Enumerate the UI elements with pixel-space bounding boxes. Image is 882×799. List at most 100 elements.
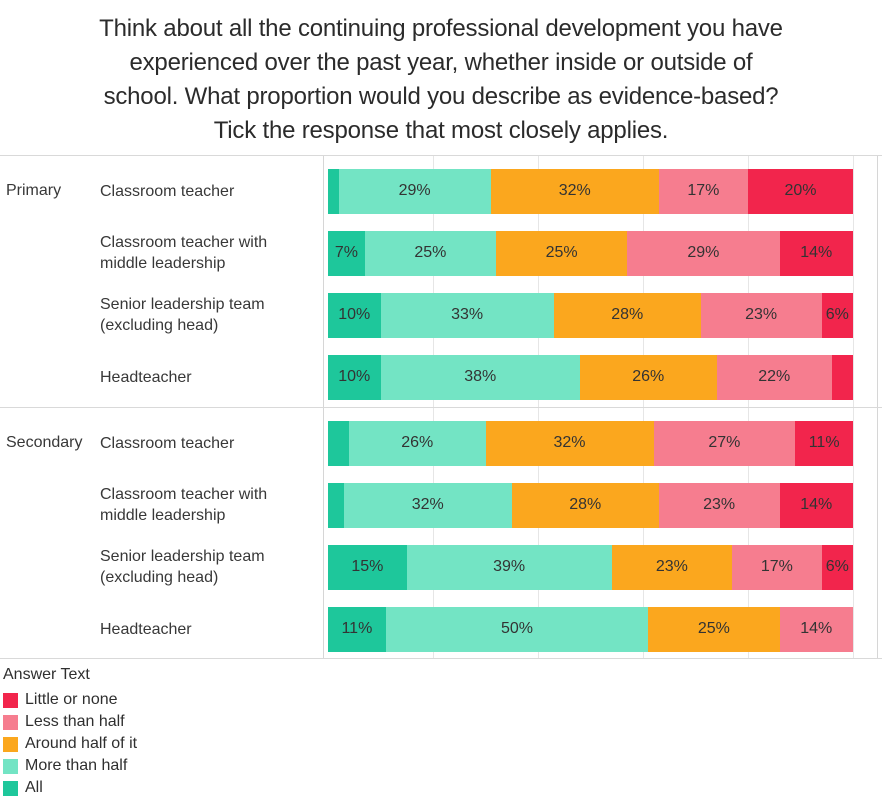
stacked-bar: 26% 32% 27% 11% — [328, 420, 853, 466]
gridline-100pct — [853, 156, 854, 407]
bar-segment-more-than-half: 26% — [349, 420, 486, 466]
gridline-40pct — [538, 408, 539, 658]
bar-segment-around-half-of-it: 25% — [496, 230, 628, 276]
chart-rows-secondary: Classroom teacher 26% 32% 27% 11% Classroom t… — [100, 412, 882, 658]
legend-item-little-or-none: Little or none — [3, 689, 882, 711]
segment-value-label: 25% — [697, 620, 730, 637]
gridline-60pct — [643, 408, 644, 658]
chart-row: Classroom teacher with middle leadership… — [100, 474, 882, 536]
chart-row: Classroom teacher 26% 32% 27% 11% — [100, 412, 882, 474]
segment-value-label: 7% — [334, 244, 358, 261]
segment-value-label: 33% — [451, 306, 484, 323]
segment-value-label: 32% — [558, 182, 591, 199]
stacked-bar: 15% 39% 23% 17% 6% — [328, 544, 853, 590]
gridline-40pct — [538, 156, 539, 407]
legend-swatch — [3, 758, 18, 774]
segment-value-label: 23% — [655, 558, 688, 575]
stacked-bar: 32% 28% 23% 14% — [328, 482, 853, 528]
bar-segment-less-than-half: 29% — [627, 230, 780, 276]
chart-row: Classroom teacher 29% 32% 17% 20% — [100, 160, 882, 222]
bar-segment-little-or-none: 6% — [821, 544, 853, 590]
gridline-100pct — [853, 408, 854, 658]
segment-value-label: 20% — [784, 182, 817, 199]
bar-segment-less-than-half: 14% — [779, 606, 853, 652]
legend-item-less-than-half: Less than half — [3, 711, 882, 733]
legend-item-label: Less than half — [25, 713, 125, 730]
bar-segment-more-than-half: 38% — [380, 354, 580, 400]
plot-border-line — [877, 156, 878, 407]
segment-value-label: 26% — [401, 434, 434, 451]
bar-segment-all: 11% — [328, 606, 386, 652]
legend: Answer Text Little or none Less than half… — [3, 666, 882, 799]
stacked-bar: 7% 25% 25% 29% 14% — [328, 230, 853, 276]
gridline-20pct — [433, 408, 434, 658]
legend-item-label: Around half of it — [25, 735, 138, 752]
bar-segment-around-half-of-it: 28% — [511, 482, 659, 528]
segment-value-label: 26% — [632, 368, 665, 385]
chart-title-line: Tick the response that most closely appl… — [213, 117, 669, 144]
legend-item-label: Little or none — [25, 691, 118, 708]
bar-segment-less-than-half: 23% — [700, 292, 822, 338]
segment-value-label: 28% — [569, 496, 602, 513]
chart-row: Classroom teacher with middle leadership… — [100, 222, 882, 284]
plot-border-line — [323, 408, 324, 658]
segment-value-label: 17% — [687, 182, 720, 199]
segment-value-label: 14% — [800, 244, 833, 261]
chart-row: Headteacher 10% 38% 26% 22% — [100, 346, 882, 408]
segment-value-label: 14% — [800, 620, 833, 637]
bar-segment-more-than-half: 39% — [406, 544, 612, 590]
group-label-secondary: Secondary — [6, 434, 83, 451]
segment-value-label: 11% — [808, 434, 840, 451]
chart-title-line: Think about all the continuing professio… — [99, 15, 783, 42]
plot-border-line — [877, 408, 878, 658]
chart-section-secondary: Secondary Classroom teacher 26% 32% 27% 11% Cl… — [0, 407, 882, 659]
segment-value-label: 11% — [341, 620, 373, 637]
row-label: Headteacher — [100, 620, 192, 638]
gridline-80pct — [748, 408, 749, 658]
stacked-bar: 29% 32% 17% 20% — [328, 168, 853, 214]
segment-value-label: 39% — [493, 558, 526, 575]
legend-swatch — [3, 736, 18, 752]
segment-value-label: 15% — [351, 558, 384, 575]
bar-segment-all — [328, 420, 349, 466]
segment-value-label: 6% — [825, 306, 849, 323]
row-label: Senior leadership team (excluding head) — [100, 548, 265, 586]
row-label: Classroom teacher — [100, 182, 235, 200]
bar-segment-more-than-half: 33% — [380, 292, 554, 338]
row-label: Classroom teacher with middle leadership — [100, 234, 268, 272]
bar-segment-all: 7% — [328, 230, 365, 276]
gridline-80pct — [748, 156, 749, 407]
bar-segment-little-or-none — [832, 354, 853, 400]
chart-row: Senior leadership team (excluding head) 1… — [100, 536, 882, 598]
gridline-60pct — [643, 156, 644, 407]
chart-title: Think about all the continuing professio… — [0, 0, 882, 155]
legend-item-all: All — [3, 777, 882, 799]
segment-value-label: 22% — [758, 368, 791, 385]
segment-value-label: 14% — [800, 496, 833, 513]
bar-segment-more-than-half: 50% — [385, 606, 649, 652]
bar-segment-less-than-half: 22% — [716, 354, 832, 400]
segment-value-label: 17% — [760, 558, 793, 575]
bar-segment-around-half-of-it: 32% — [490, 168, 659, 214]
bar-segment-less-than-half: 17% — [658, 168, 748, 214]
bar-segment-around-half-of-it: 32% — [485, 420, 654, 466]
bar-segment-more-than-half: 32% — [343, 482, 512, 528]
legend-item-around-half-of-it: Around half of it — [3, 733, 882, 755]
bar-segment-little-or-none: 14% — [779, 230, 853, 276]
gridline-20pct — [433, 156, 434, 407]
segment-value-label: 25% — [414, 244, 447, 261]
legend-swatch — [3, 692, 18, 708]
segment-value-label: 23% — [703, 496, 736, 513]
row-label: Classroom teacher — [100, 434, 235, 452]
chart-rows-primary: Classroom teacher 29% 32% 17% 20% Classroom t… — [100, 160, 882, 407]
bar-segment-little-or-none: 11% — [795, 420, 853, 466]
segment-value-label: 6% — [825, 558, 849, 575]
chart-title-line: school. What proportion would you descri… — [103, 83, 779, 110]
bar-segment-around-half-of-it: 25% — [648, 606, 780, 652]
row-label: Senior leadership team (excluding head) — [100, 296, 265, 334]
row-label: Classroom teacher with middle leadership — [100, 486, 268, 524]
legend-item-label: More than half — [25, 757, 128, 774]
segment-value-label: 23% — [745, 306, 778, 323]
segment-value-label: 50% — [500, 620, 534, 637]
